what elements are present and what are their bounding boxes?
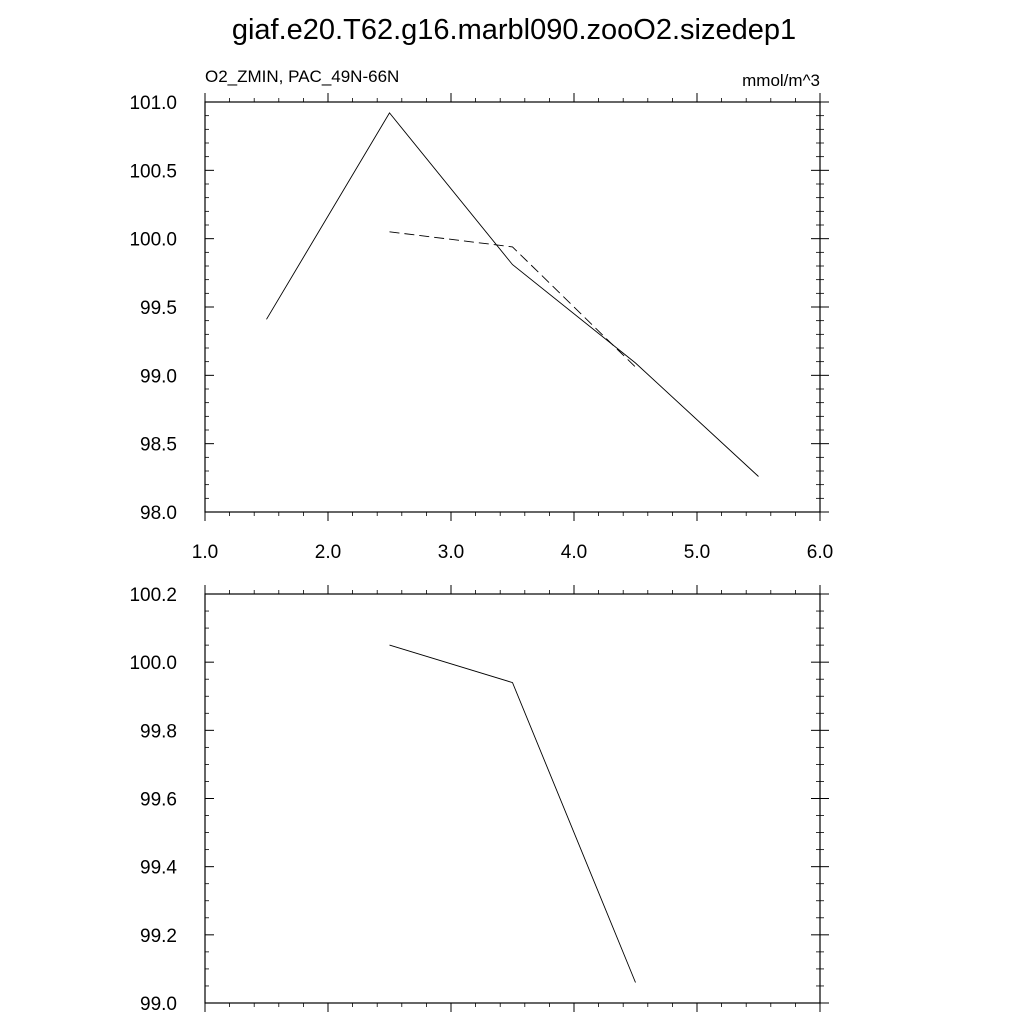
- x-tick-label: 6.0: [807, 542, 833, 563]
- y-tick-label: 100.5: [129, 161, 177, 182]
- x-tick-label: 1.0: [192, 542, 218, 563]
- x-tick-label: 4.0: [561, 542, 587, 563]
- plot-frame: [204, 593, 821, 1004]
- series-line-1: [389, 644, 636, 983]
- series-line-2: [389, 231, 636, 368]
- y-tick-label: 99.6: [140, 790, 177, 811]
- x-tick-label: 3.0: [438, 542, 464, 563]
- y-tick-label: 99.8: [140, 721, 177, 742]
- panel-left-label: O2_ZMIN, PAC_49N-66N: [205, 67, 399, 86]
- y-tick-label: 99.4: [140, 858, 177, 879]
- panel-1: 1.0 2.0 3.0 4.0 5.0 6.0 98.0 98.5 99.0 99.5 100.0 1…: [129, 67, 833, 563]
- plot-frame: [204, 101, 821, 513]
- series-line-1: [266, 112, 759, 477]
- y-tick-label: 99.0: [140, 366, 177, 387]
- y-tick-label: 98.5: [140, 435, 177, 456]
- y-tick-label: 98.0: [140, 503, 177, 524]
- y-tick-label: 100.0: [129, 653, 177, 674]
- panel-units-label: mmol/m^3: [742, 71, 820, 90]
- y-tick-label: 99.0: [140, 994, 177, 1015]
- y-tick-label: 101.0: [129, 93, 177, 114]
- y-tick-label: 100.0: [129, 230, 177, 251]
- y-tick-label: 100.2: [129, 585, 177, 606]
- x-tick-label: 5.0: [684, 542, 710, 563]
- panel-2: 99.0 99.2 99.4 99.6 99.8 100.0 100.2: [129, 585, 829, 1015]
- chart-title: giaf.e20.T62.g16.marbl090.zooO2.sizedep1: [232, 14, 796, 46]
- y-tick-label: 99.2: [140, 926, 177, 947]
- y-tick-label: 99.5: [140, 298, 177, 319]
- x-tick-label: 2.0: [315, 542, 341, 563]
- panels: 1.0 2.0 3.0 4.0 5.0 6.0 98.0 98.5 99.0 99.5 100.0 1…: [129, 67, 833, 1015]
